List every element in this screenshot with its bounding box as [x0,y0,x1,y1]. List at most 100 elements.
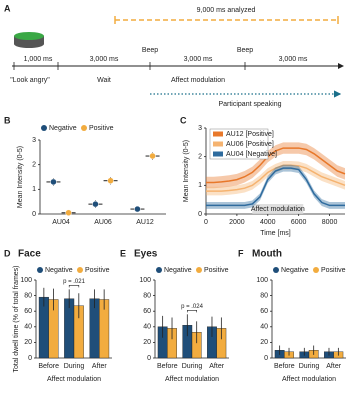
y-tick-label: 0 [28,355,32,362]
y-axis-label: Mean Intensity (0-5) [17,146,24,208]
y-tick-label: 20 [260,339,268,346]
x-tick-label: Before [38,363,59,370]
annotation: Affect modulation [251,206,305,213]
annotation: p = .024 [181,304,204,310]
y-tick-label: 3 [32,137,36,144]
y-tick-label: 100 [20,277,32,284]
x-axis-label: Affect modulation [282,376,336,383]
x-axis-label: Affect modulation [165,376,219,383]
x-tick-label: During [64,363,85,370]
series-line [206,147,346,184]
panel-label: A [4,3,11,13]
x-tick-label: Before [274,363,295,370]
analyzed-label: 9,000 ms analyzed [197,7,256,14]
duration: 3,000 ms [90,56,119,63]
x-tick-label: 0 [204,219,208,226]
x-tick-label: AU06 [94,219,112,226]
legend-swatch [273,267,279,273]
button-icon [14,32,44,48]
duration: 1,000 ms [24,56,53,63]
legend-swatch [77,267,83,273]
y-tick-label: 0 [264,355,268,362]
x-tick-label: After [209,363,224,370]
panel-label: C [180,115,187,125]
series-line [206,164,346,192]
legend-swatch [213,131,223,137]
x-axis-label: Affect modulation [47,376,101,383]
panel-label: B [4,115,11,125]
beep: Beep [237,47,253,54]
beep: Beep [142,47,158,54]
mean-dot [65,209,72,217]
legend-label: Positive [321,267,346,274]
x-tick-label: AU04 [52,219,70,226]
legend-swatch [37,267,43,273]
y-tick-label: 100 [256,277,268,284]
legend-label: AU06 [Positive] [226,141,274,148]
mean-dot [149,152,156,160]
legend-label: Negative [281,267,309,274]
y-tick-label: 2 [32,162,36,169]
y-tick-label: 60 [260,308,268,315]
panel-title: Eyes [134,249,158,260]
y-tick-label: 20 [143,339,151,346]
legend-swatch [81,125,87,131]
significance-bracket [68,285,80,288]
significance-bracket [187,310,197,313]
x-tick-label: 2000 [229,219,245,226]
legend-label: Positive [89,125,114,132]
phase: "Look angry" [10,77,50,84]
phase: Affect modulation [171,77,225,84]
panel-title: Face [18,249,41,260]
mean-dot [50,178,57,186]
x-tick-label: AU12 [136,219,154,226]
x-tick-label: 4000 [260,219,276,226]
y-tick-label: 1 [32,186,36,193]
mean-dot [107,177,114,184]
error-band [206,142,345,189]
x-tick-label: During [299,363,320,370]
x-tick-label: After [92,363,107,370]
y-tick-label: 0 [32,211,36,218]
error-band [206,164,345,209]
legend-swatch [213,151,223,157]
panel-title: Mouth [252,249,282,260]
legend-swatch [196,267,202,273]
x-tick-label: 6000 [291,219,307,226]
y-tick-label: 0 [147,355,151,362]
panel-label: E [120,248,126,258]
x-tick-label: During [182,363,203,370]
duration: 3,000 ms [184,56,213,63]
y-tick-label: 80 [24,292,32,299]
legend-swatch [213,141,223,147]
mean-dot [92,200,99,208]
legend-label: Negative [164,267,192,274]
panel-label: F [238,248,244,258]
speaking-label: Participant speaking [218,101,281,108]
phase: Wait [97,77,111,84]
y-tick-label: 80 [260,292,268,299]
y-tick-label: 20 [24,339,32,346]
y-tick-label: 40 [143,324,151,331]
mean-dot [134,205,141,213]
legend-label: Negative [45,267,73,274]
legend-swatch [156,267,162,273]
legend-label: AU04 [Negative] [226,151,277,158]
y-axis-label: Mean Intensity (0-5) [183,140,190,202]
panel-label: D [4,248,11,258]
annotation: p = .021 [63,279,86,285]
legend-swatch [313,267,319,273]
legend-label: Negative [49,125,77,132]
y-tick-label: 40 [260,324,268,331]
x-tick-label: After [326,363,341,370]
y-tick-label: 40 [24,324,32,331]
y-tick-label: 60 [143,308,151,315]
duration: 3,000 ms [279,56,308,63]
y-tick-label: 60 [24,308,32,315]
x-tick-label: Before [157,363,178,370]
x-tick-label: 8000 [322,219,338,226]
series-line [206,167,345,207]
legend-swatch [41,125,47,131]
